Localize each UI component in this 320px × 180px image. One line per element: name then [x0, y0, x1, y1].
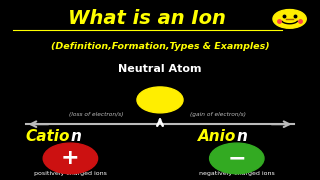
- Text: Anio: Anio: [198, 129, 237, 144]
- Text: (gain of electron/s): (gain of electron/s): [190, 112, 245, 117]
- Circle shape: [210, 143, 264, 174]
- Text: negatively charged ions: negatively charged ions: [199, 171, 275, 176]
- Text: (Definition,Formation,Types & Examples): (Definition,Formation,Types & Examples): [51, 42, 269, 51]
- Circle shape: [43, 143, 98, 174]
- Text: −: −: [228, 148, 246, 168]
- Text: What is an Ion: What is an Ion: [68, 8, 226, 28]
- Text: n: n: [237, 129, 248, 144]
- Text: positively charged ions: positively charged ions: [34, 171, 107, 176]
- Text: +: +: [61, 148, 80, 168]
- Text: Catio: Catio: [26, 129, 70, 144]
- Text: (loss of electron/s): (loss of electron/s): [69, 112, 123, 117]
- Circle shape: [273, 10, 306, 28]
- Circle shape: [137, 87, 183, 113]
- Text: n: n: [70, 129, 81, 144]
- Text: Neutral Atom: Neutral Atom: [118, 64, 202, 74]
